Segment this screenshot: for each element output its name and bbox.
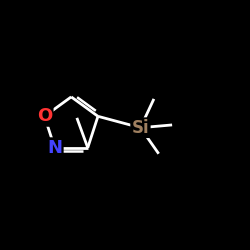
Text: O: O	[37, 107, 52, 125]
Text: Si: Si	[132, 119, 149, 137]
Text: N: N	[47, 139, 62, 157]
